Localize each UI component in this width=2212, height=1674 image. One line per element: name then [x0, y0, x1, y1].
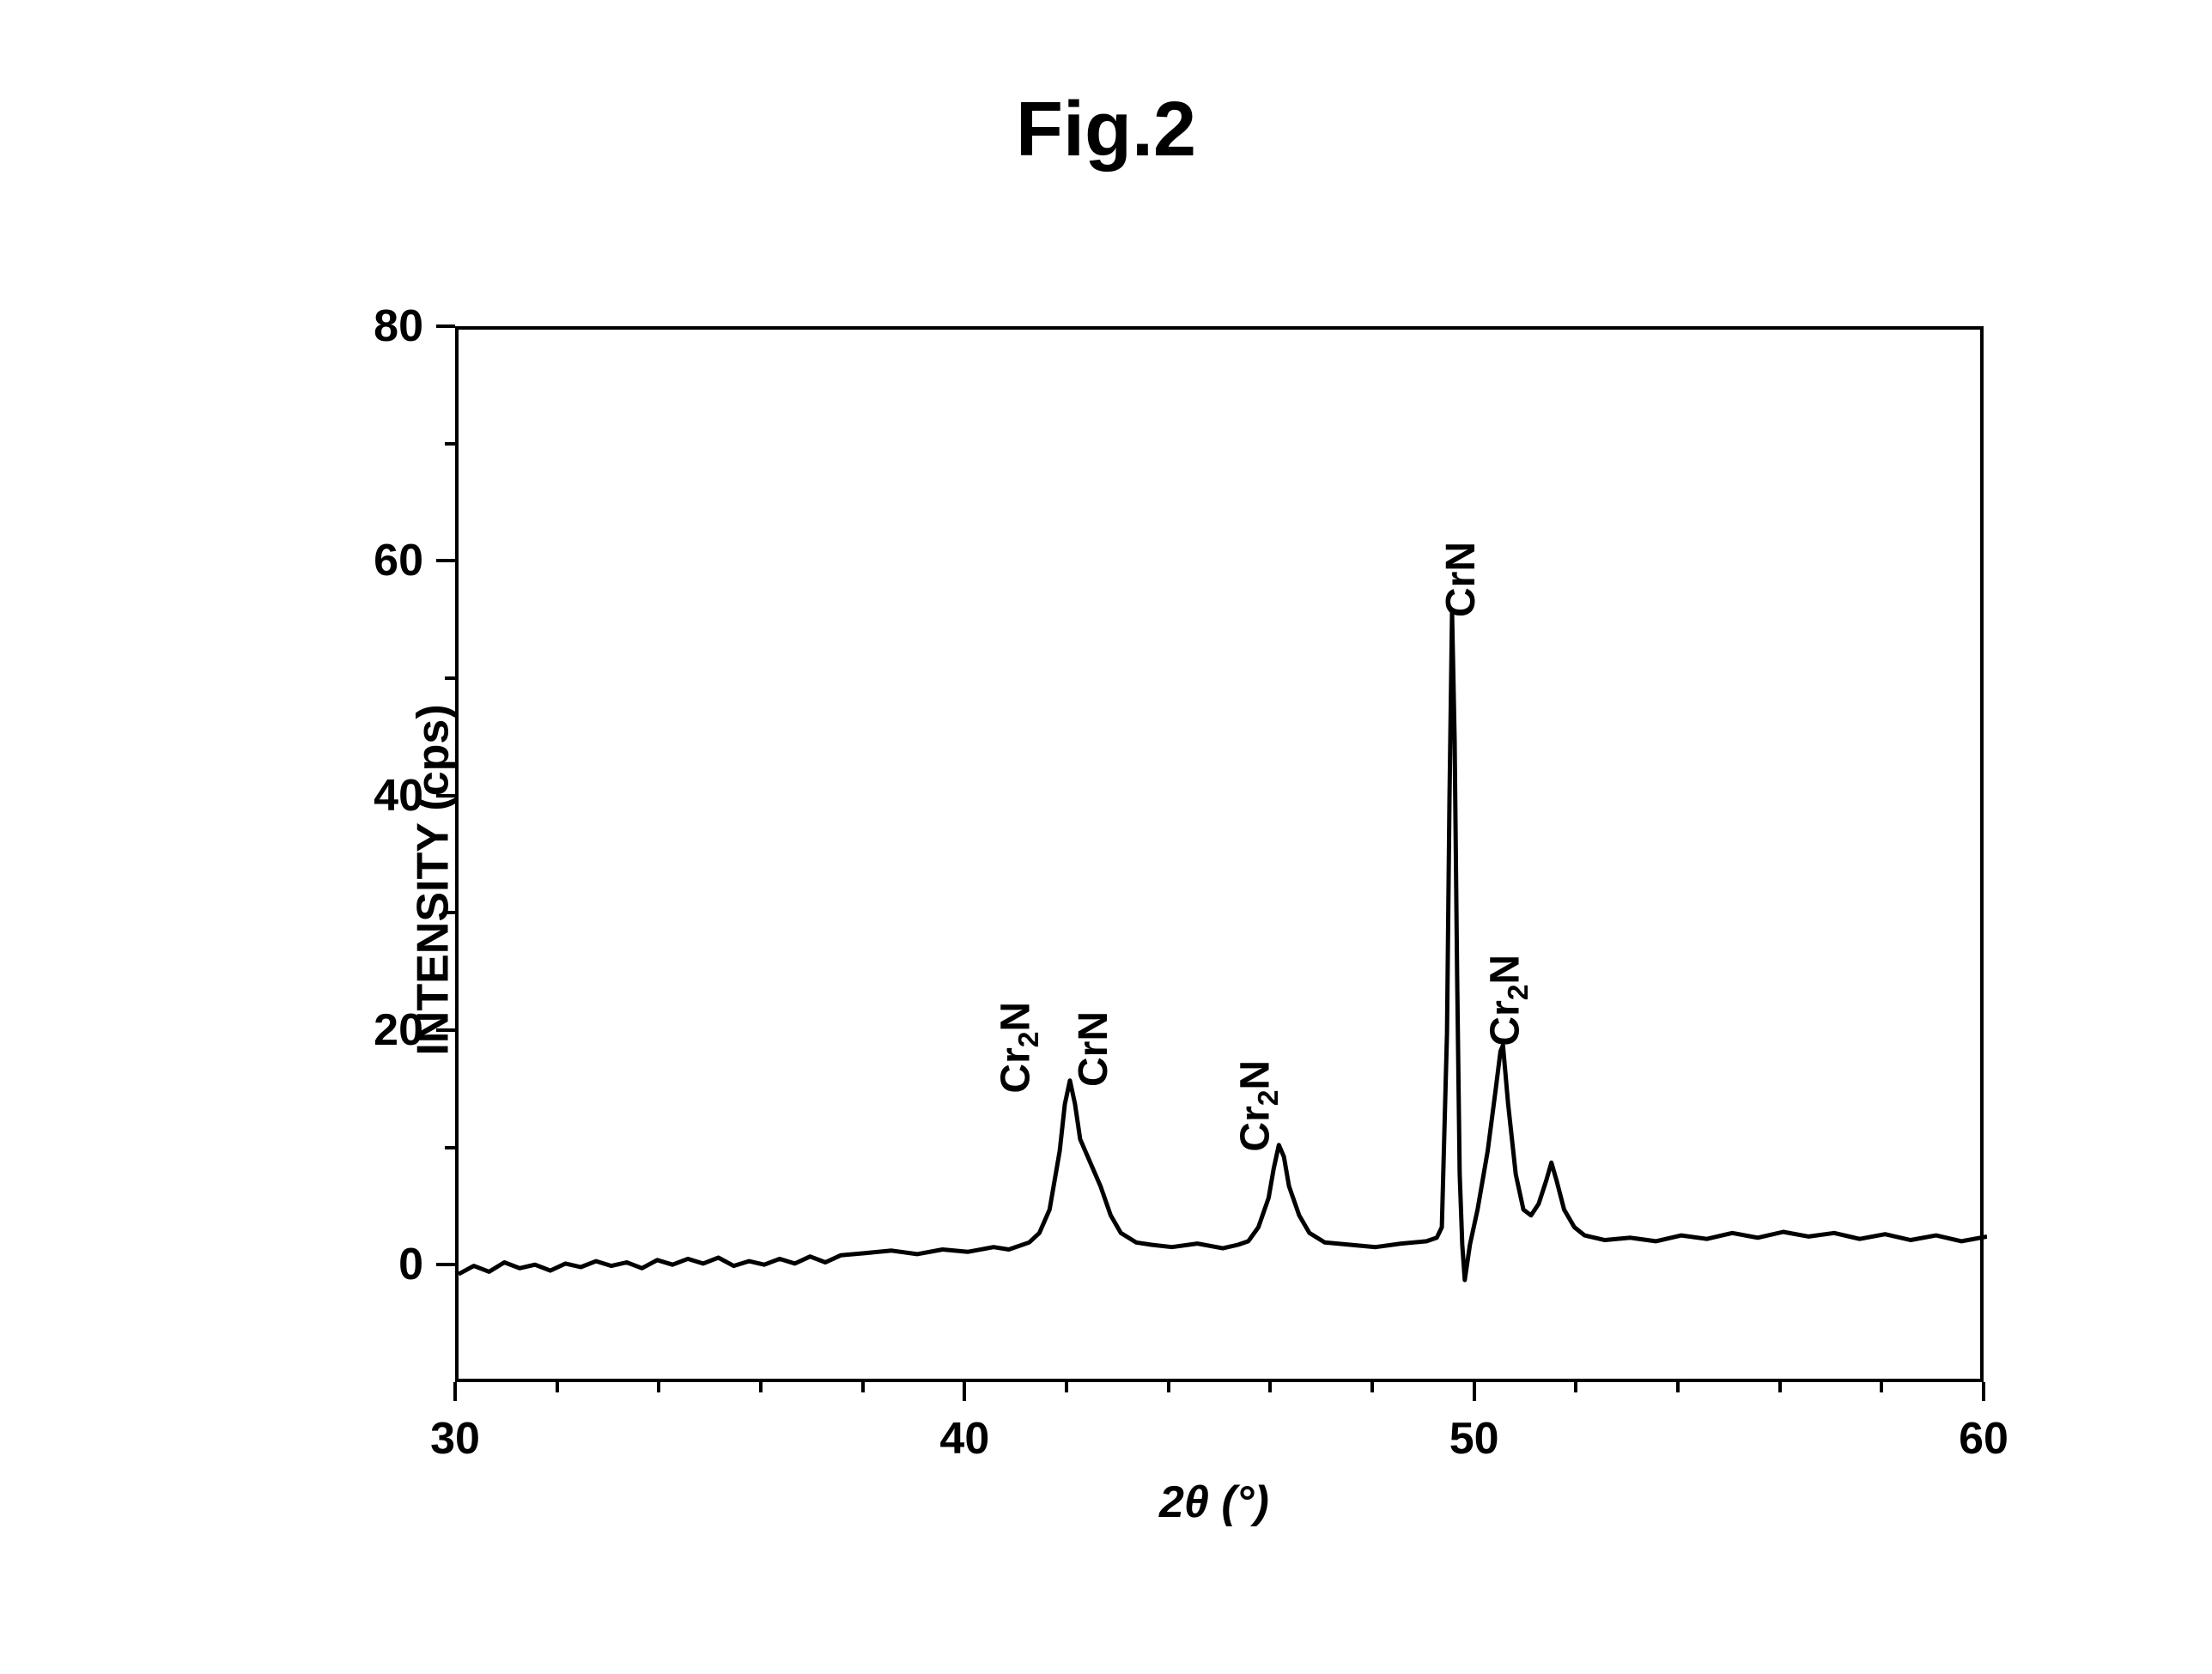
- x-minor-tick: [861, 1382, 865, 1392]
- x-minor-tick: [1778, 1382, 1782, 1392]
- x-tick-mark: [1473, 1382, 1476, 1401]
- x-minor-tick: [1065, 1382, 1068, 1392]
- y-tick-mark: [436, 794, 455, 798]
- y-minor-tick: [445, 911, 455, 914]
- y-tick-mark: [436, 1028, 455, 1032]
- peak-label: Cr2N: [1481, 955, 1535, 1046]
- spectrum-path: [459, 611, 1987, 1280]
- x-minor-tick: [556, 1382, 559, 1392]
- peak-label: CrN: [1070, 1011, 1117, 1087]
- figure-container: Fig.2 INTENSITY (cps) 2θ (°) 0 20 40 60 80 30…: [0, 0, 2212, 1674]
- y-minor-tick: [445, 1146, 455, 1149]
- x-tick-label: 60: [1949, 1413, 2018, 1465]
- plot-area: [455, 326, 1984, 1382]
- x-tick-mark: [963, 1382, 966, 1401]
- peak-label: Cr2N: [1232, 1060, 1286, 1152]
- x-minor-tick: [1370, 1382, 1374, 1392]
- y-tick-mark: [436, 1263, 455, 1266]
- y-tick-mark: [436, 324, 455, 328]
- peak-label: CrN: [1437, 542, 1485, 617]
- x-minor-tick: [759, 1382, 763, 1392]
- x-minor-tick: [1880, 1382, 1883, 1392]
- figure-title: Fig.2: [1016, 86, 1196, 174]
- y-tick-label: 20: [350, 1004, 423, 1056]
- y-tick-mark: [436, 559, 455, 562]
- xrd-spectrum-line: [459, 330, 1987, 1386]
- x-minor-tick: [1268, 1382, 1272, 1392]
- x-tick-label: 50: [1440, 1413, 1509, 1465]
- y-axis-label: INTENSITY (cps): [408, 704, 459, 1055]
- y-minor-tick: [445, 676, 455, 680]
- y-tick-label: 0: [350, 1239, 423, 1290]
- y-tick-label: 80: [350, 300, 423, 352]
- x-tick-mark: [453, 1382, 457, 1401]
- x-tick-label: 30: [421, 1413, 489, 1465]
- x-minor-tick: [1167, 1382, 1170, 1392]
- y-tick-label: 60: [350, 535, 423, 586]
- x-tick-mark: [1982, 1382, 1985, 1401]
- x-tick-label: 40: [930, 1413, 999, 1465]
- x-axis-label: 2θ (°): [1159, 1477, 1269, 1528]
- peak-label: Cr2N: [993, 1002, 1047, 1094]
- y-minor-tick: [445, 442, 455, 446]
- y-tick-label: 40: [350, 770, 423, 822]
- x-minor-tick: [657, 1382, 660, 1392]
- x-minor-tick: [1574, 1382, 1577, 1392]
- x-minor-tick: [1676, 1382, 1680, 1392]
